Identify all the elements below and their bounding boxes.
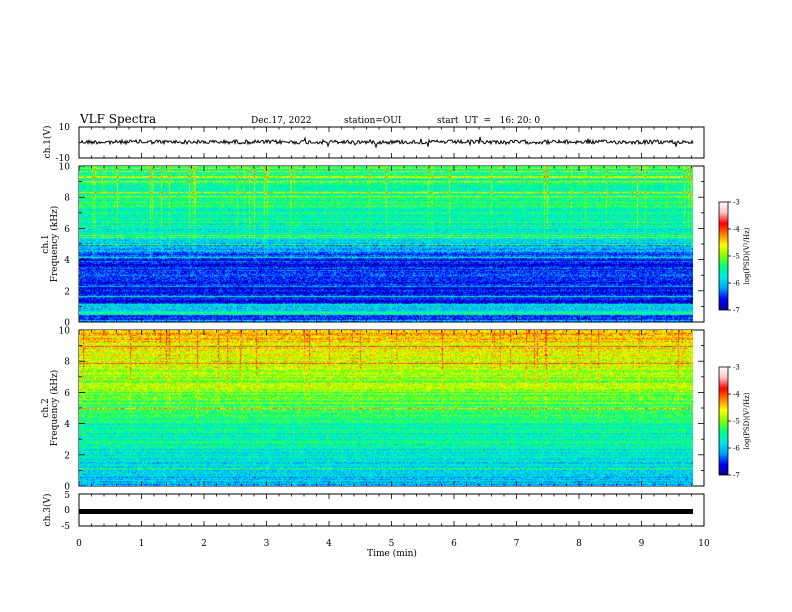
ch1-spectrogram-ylabel-channel: ch.1 [41,234,51,253]
ch1-spectrogram-panel: 0 2 4 6 8 10 ch.1 Frequency (kHz) [41,163,705,329]
ch1-ytick-bottom: -10 [56,154,71,164]
freq-tick-label: 10 [59,163,71,173]
colorbar-tick-label: -4 [733,226,740,234]
ch2-spectrogram-panel: 0 2 4 6 8 10 ch.2 Frequency (kHz) [41,327,705,493]
freq-tick-label: 6 [64,389,70,399]
colorbar-tick-label: -7 [733,307,740,315]
colorbar-tick-label: -6 [733,445,740,453]
time-tick-label: 3 [264,539,270,549]
colorbar-tick-label: -7 [733,472,740,480]
ch2-spectrogram-image [79,330,693,486]
time-tick-label: 6 [451,539,457,549]
freq-tick-label: 6 [64,225,70,235]
ch1-freq-ticks: 0 2 4 6 8 10 [59,163,704,329]
ch2-freq-ticks: 0 2 4 6 8 10 [59,327,704,493]
time-axis-label: Time (min) [367,548,417,559]
freq-tick-label: 0 [64,319,70,329]
freq-tick-label: 8 [64,194,70,204]
colorbar-tick-label: -5 [733,418,740,426]
colorbar-tick-label: -3 [733,199,740,207]
colorbar-tick-label: -6 [733,280,740,288]
time-tick-label: 10 [698,539,710,549]
ch1-waveform-ylabel: ch.1(V) [42,126,53,159]
ch1-spectrogram-image [79,166,693,322]
ch2-spectrogram-ylabel: Frequency (kHz) [49,370,60,447]
freq-tick-label: 4 [64,420,70,430]
time-tick-label: 0 [76,539,82,549]
date-label: Dec.17, 2022 [251,116,312,126]
freq-tick-label: 0 [64,483,70,493]
time-axis-labels: 0 1 2 3 4 5 6 7 8 9 10 [76,539,710,549]
ch3-ytick-bottom: -5 [61,522,70,532]
ch1-colorbar-gradient [718,201,729,311]
time-tick-label: 2 [201,539,207,549]
ch3-ytick-top: 5 [64,491,70,501]
station-label: station=OUI [344,116,402,126]
ch1-waveform-trace [78,136,694,149]
figure-title: VLF Spectra [79,112,156,126]
freq-tick-label: 4 [64,256,70,266]
freq-tick-label: 2 [64,451,70,461]
ch3-waveform-trace [79,509,693,514]
ch2-colorbar: -3 -4 -5 -6 -7 log(PSD)(V²/Hz) [718,364,751,480]
freq-tick-label: 2 [64,287,70,297]
ch2-spectrogram-ylabel-channel: ch.2 [41,398,51,417]
colorbar-tick-label: -3 [733,364,740,372]
ch1-colorbar-ticks: -3 -4 -5 -6 -7 [728,199,740,315]
time-tick-label: 5 [389,539,395,549]
start-time-label: start UT = 16: 20: 0 [437,116,540,126]
time-tick-label: 8 [576,539,582,549]
ch3-waveform-ylabel: ch.3(V) [42,494,53,527]
ch1-colorbar-label: log(PSD)(V²/Hz) [743,227,751,284]
freq-tick-label: 8 [64,358,70,368]
ch2-colorbar-gradient [718,366,729,476]
freq-tick-label: 10 [59,327,71,337]
time-tick-label: 4 [326,539,332,549]
ch2-colorbar-ticks: -3 -4 -5 -6 -7 [728,364,740,480]
ch3-waveform-panel: 5 0 -5 ch.3(V) [42,491,705,532]
ch1-colorbar: -3 -4 -5 -6 -7 log(PSD)(V²/Hz) [718,199,751,315]
colorbar-tick-label: -5 [733,253,740,261]
time-axis-ticks [78,127,705,526]
ch3-ytick-mid: 0 [64,506,70,516]
ch1-waveform-panel: 10 -10 ch.1(V) [42,123,705,164]
ch2-colorbar-label: log(PSD)(V²/Hz) [743,392,751,449]
time-tick-label: 9 [639,539,645,549]
time-tick-label: 1 [139,539,145,549]
colorbar-tick-label: -4 [733,391,740,399]
ch1-spectrogram-ylabel: Frequency (kHz) [49,206,60,283]
ch1-ytick-top: 10 [59,123,71,133]
time-tick-label: 7 [514,539,520,549]
